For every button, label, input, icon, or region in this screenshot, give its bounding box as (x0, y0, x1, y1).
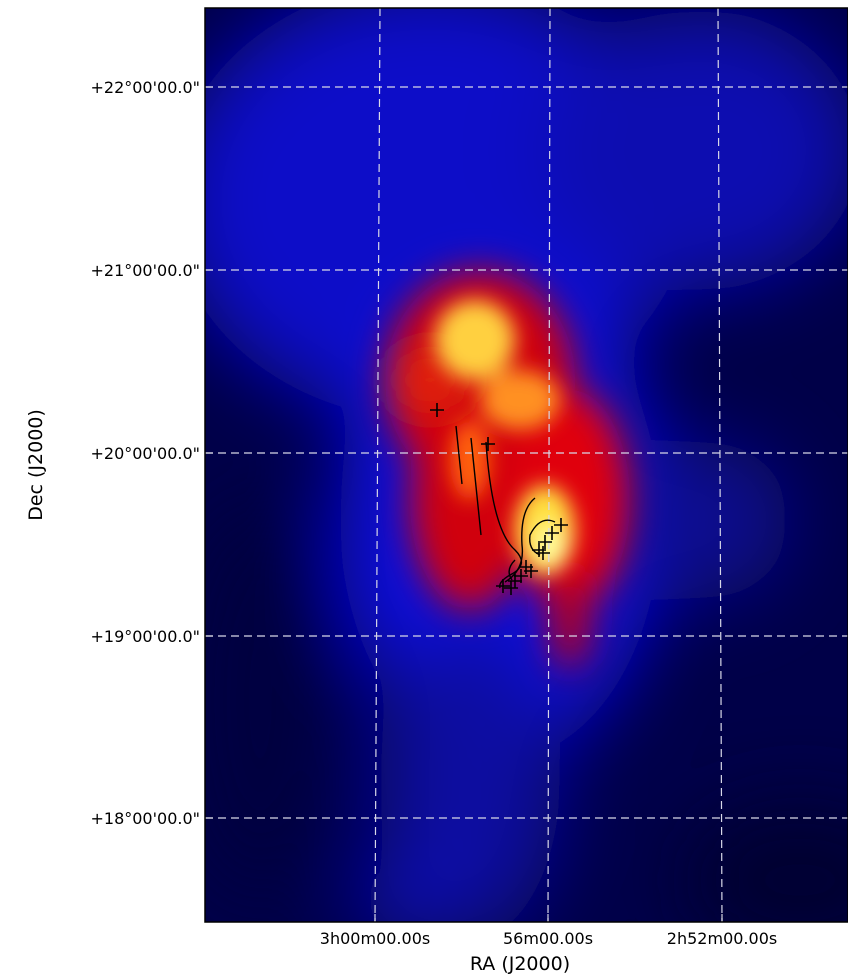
y-tick-label: +18°00'00.0" (90, 809, 200, 828)
y-tick-label: +22°00'00.0" (90, 78, 200, 97)
x-axis-label: RA (J2000) (470, 953, 570, 975)
y-axis-label: Dec (J2000) (25, 409, 47, 521)
intensity-image (170, 0, 848, 960)
y-tick-label: +20°00'00.0" (90, 444, 200, 463)
y-tick-label: +19°00'00.0" (90, 627, 200, 646)
x-tick-label: 3h00m00.00s (320, 929, 430, 948)
sky-map: +22°00'00.0" +21°00'00.0" +20°00'00.0" +… (0, 0, 848, 976)
x-tick-label: 56m00.00s (503, 929, 593, 948)
x-tick-label: 2h52m00.00s (667, 929, 777, 948)
y-tick-label: +21°00'00.0" (90, 261, 200, 280)
